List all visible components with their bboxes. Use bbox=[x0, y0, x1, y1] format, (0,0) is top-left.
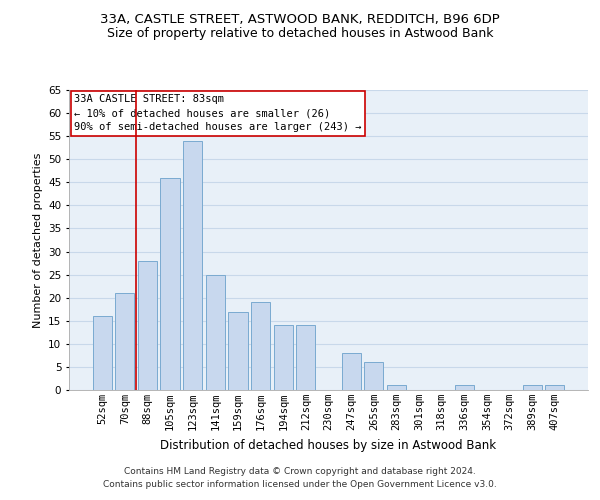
Bar bbox=[545, 386, 565, 390]
Text: 33A, CASTLE STREET, ASTWOOD BANK, REDDITCH, B96 6DP: 33A, CASTLE STREET, ASTWOOD BANK, REDDIT… bbox=[100, 12, 500, 26]
Bar bbox=[229, 312, 248, 390]
Bar bbox=[387, 386, 406, 390]
Bar bbox=[206, 274, 225, 390]
Bar bbox=[160, 178, 180, 390]
Bar bbox=[455, 386, 474, 390]
Bar bbox=[138, 261, 157, 390]
Text: 33A CASTLE STREET: 83sqm
← 10% of detached houses are smaller (26)
90% of semi-d: 33A CASTLE STREET: 83sqm ← 10% of detach… bbox=[74, 94, 362, 132]
Text: Contains HM Land Registry data © Crown copyright and database right 2024.
Contai: Contains HM Land Registry data © Crown c… bbox=[103, 468, 497, 489]
Y-axis label: Number of detached properties: Number of detached properties bbox=[32, 152, 43, 328]
Bar bbox=[251, 302, 270, 390]
Bar bbox=[92, 316, 112, 390]
X-axis label: Distribution of detached houses by size in Astwood Bank: Distribution of detached houses by size … bbox=[160, 438, 497, 452]
Text: Size of property relative to detached houses in Astwood Bank: Size of property relative to detached ho… bbox=[107, 28, 493, 40]
Bar bbox=[274, 326, 293, 390]
Bar bbox=[341, 353, 361, 390]
Bar bbox=[364, 362, 383, 390]
Bar bbox=[523, 386, 542, 390]
Bar bbox=[296, 326, 316, 390]
Bar bbox=[115, 293, 134, 390]
Bar bbox=[183, 141, 202, 390]
